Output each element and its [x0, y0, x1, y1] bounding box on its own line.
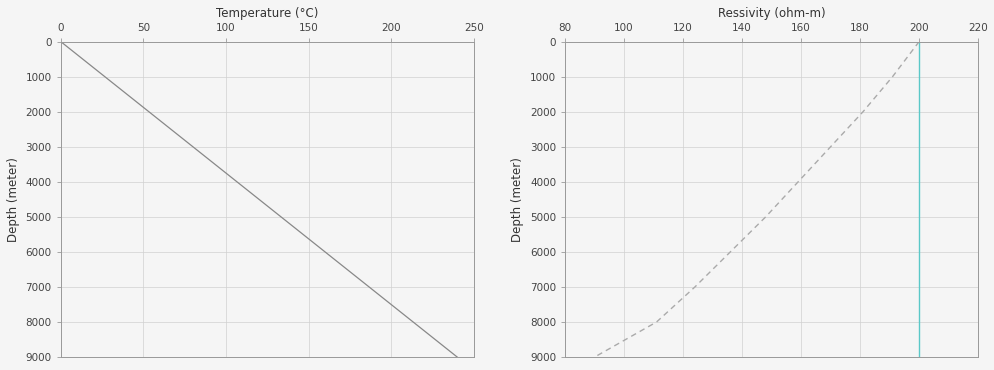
X-axis label: Ressivity (ohm-m): Ressivity (ohm-m): [717, 7, 825, 20]
X-axis label: Temperature (°C): Temperature (°C): [216, 7, 318, 20]
Y-axis label: Depth (meter): Depth (meter): [511, 157, 524, 242]
Y-axis label: Depth (meter): Depth (meter): [7, 157, 20, 242]
